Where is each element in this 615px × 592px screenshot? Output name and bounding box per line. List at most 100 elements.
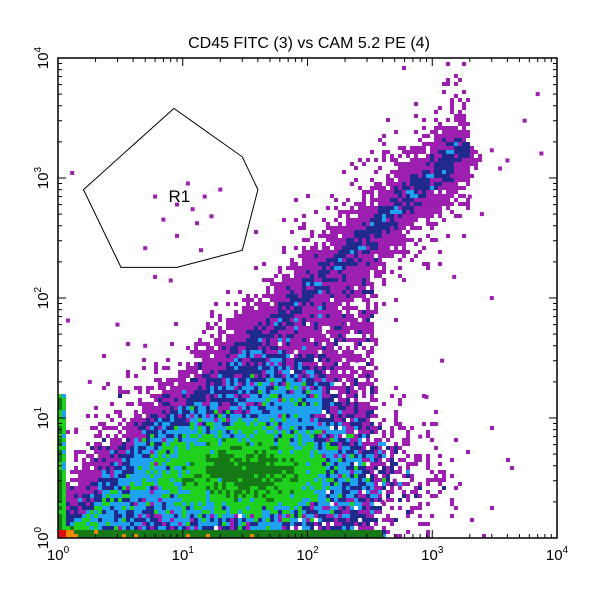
density-cell: [306, 498, 310, 502]
density-cell: [346, 390, 350, 394]
density-cell: [370, 294, 374, 298]
density-cell: [278, 410, 282, 414]
density-cell: [342, 242, 346, 246]
density-cell: [446, 146, 450, 150]
density-cell: [326, 358, 330, 362]
density-cell: [162, 390, 166, 394]
density-cell: [382, 454, 386, 458]
density-cell: [342, 490, 346, 494]
density-cell: [138, 494, 142, 498]
gate-event: [190, 207, 195, 212]
density-cell: [118, 438, 122, 442]
density-cell: [258, 450, 262, 454]
density-cell: [66, 518, 70, 522]
density-cell: [338, 322, 342, 326]
density-cell: [418, 194, 422, 198]
outlier-event: [70, 171, 75, 175]
density-cell: [194, 390, 198, 394]
density-cell: [182, 374, 186, 378]
density-cell: [62, 450, 66, 454]
density-cell: [130, 402, 134, 406]
density-cell: [426, 478, 430, 482]
density-cell: [270, 466, 274, 470]
density-cell: [250, 306, 254, 310]
density-cell: [102, 446, 106, 450]
density-cell: [298, 414, 302, 418]
density-cell: [274, 274, 278, 278]
density-cell: [438, 142, 442, 146]
density-cell: [170, 474, 174, 478]
density-cell: [222, 470, 226, 474]
outlier-event: [489, 296, 494, 300]
density-cell: [246, 454, 250, 458]
density-cell: [78, 470, 82, 474]
density-cell: [374, 186, 378, 190]
density-cell: [66, 530, 70, 534]
density-cell: [146, 418, 150, 422]
density-cell: [310, 510, 314, 514]
density-cell: [402, 474, 406, 478]
density-cell: [286, 278, 290, 282]
density-cell: [338, 478, 342, 482]
density-cell: [322, 234, 326, 238]
density-cell: [82, 518, 86, 522]
density-cell: [362, 478, 366, 482]
density-cell: [398, 242, 402, 246]
density-cell: [402, 194, 406, 198]
density-cell: [446, 134, 450, 138]
density-cell: [154, 366, 158, 370]
density-cell: [434, 210, 438, 214]
density-cell: [302, 358, 306, 362]
density-cell: [110, 490, 114, 494]
density-cell: [78, 514, 82, 518]
density-cell: [278, 434, 282, 438]
density-cell: [218, 530, 222, 534]
density-cell: [310, 486, 314, 490]
density-cell: [462, 138, 466, 142]
density-cell: [362, 262, 366, 266]
density-cell: [266, 474, 270, 478]
density-cell: [142, 434, 146, 438]
density-cell: [358, 422, 362, 426]
density-cell: [366, 438, 370, 442]
density-cell: [138, 498, 142, 502]
density-cell: [214, 450, 218, 454]
density-cell: [318, 414, 322, 418]
density-cell: [454, 74, 458, 78]
density-cell: [366, 246, 370, 250]
density-cell: [182, 370, 186, 374]
density-cell: [278, 290, 282, 294]
density-cell: [286, 406, 290, 410]
density-cell: [62, 522, 66, 526]
density-cell: [98, 462, 102, 466]
density-cell: [346, 218, 350, 222]
density-cell: [330, 314, 334, 318]
density-cell: [234, 430, 238, 434]
density-cell: [406, 214, 410, 218]
density-cell: [202, 458, 206, 462]
outlier-event: [168, 278, 173, 283]
density-cell: [206, 514, 210, 518]
density-cell: [374, 518, 378, 522]
density-cell: [382, 502, 386, 506]
density-cell: [246, 338, 250, 342]
density-cell: [394, 298, 398, 302]
density-cell: [286, 306, 290, 310]
density-cell: [234, 338, 238, 342]
density-cell: [186, 454, 190, 458]
density-cell: [190, 398, 194, 402]
density-cell: [278, 374, 282, 378]
density-cell: [214, 390, 218, 394]
density-cell: [414, 490, 418, 494]
density-cell: [262, 414, 266, 418]
density-cell: [410, 226, 414, 230]
density-cell: [146, 430, 150, 434]
density-cell: [106, 526, 110, 530]
density-cell: [310, 346, 314, 350]
density-cell: [198, 510, 202, 514]
density-cell: [278, 486, 282, 490]
gate-r1-polygon[interactable]: [82, 107, 259, 268]
density-cell: [346, 434, 350, 438]
density-cell: [174, 514, 178, 518]
density-cell: [278, 514, 282, 518]
